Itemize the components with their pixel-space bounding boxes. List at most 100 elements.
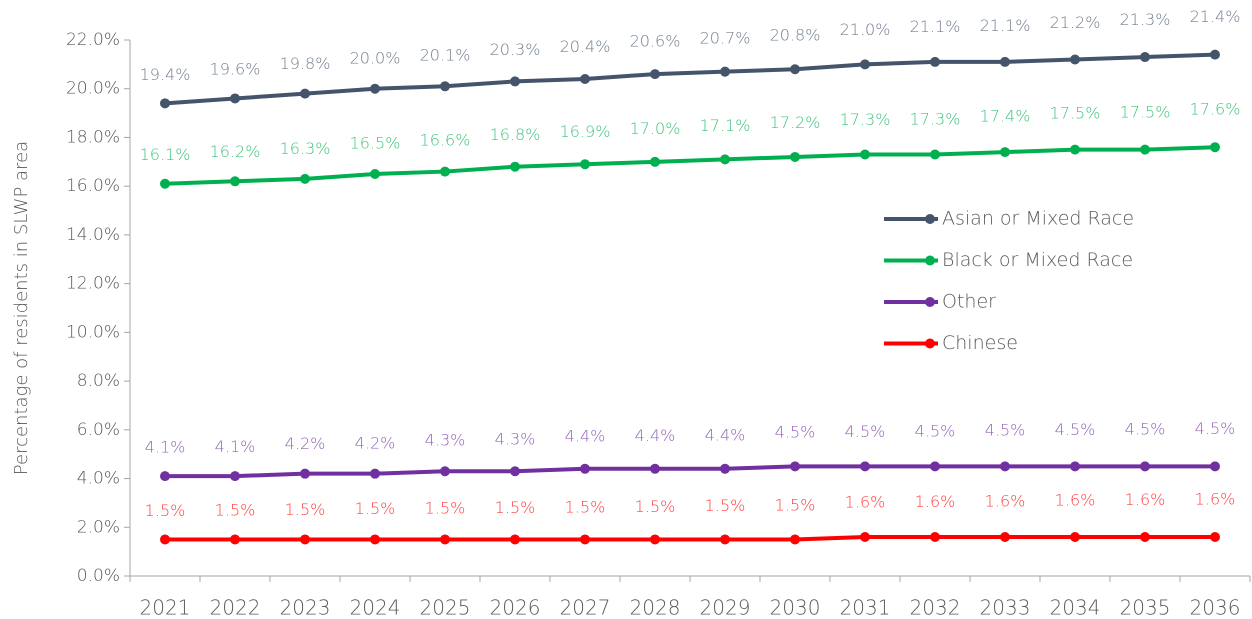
data-point	[510, 534, 520, 545]
data-label: 4.2%	[355, 433, 396, 452]
data-point	[860, 59, 870, 70]
y-tick-label: 6.0%	[77, 420, 120, 440]
data-label: 17.1%	[700, 116, 751, 135]
series-line	[165, 464, 1215, 479]
legend-label: Other	[942, 291, 996, 313]
data-label: 21.0%	[840, 20, 891, 39]
data-point	[300, 468, 310, 479]
y-tick-label: 22.0%	[66, 30, 120, 50]
x-tick-label: 2023	[280, 596, 331, 619]
legend-marker	[925, 338, 935, 349]
data-point	[510, 76, 520, 87]
data-label: 17.5%	[1120, 103, 1171, 122]
data-point	[1210, 49, 1220, 60]
data-label: 4.5%	[845, 422, 886, 441]
data-label: 1.5%	[565, 497, 606, 516]
data-label: 4.5%	[1195, 419, 1236, 438]
data-point	[860, 461, 870, 472]
data-label: 1.5%	[215, 500, 256, 519]
data-label: 20.0%	[350, 48, 401, 67]
data-label: 4.5%	[915, 421, 956, 440]
y-tick-label: 8.0%	[77, 371, 120, 391]
legend-marker	[925, 255, 935, 266]
y-axis-title: Percentage of residents in SLWP area	[11, 141, 32, 475]
data-label: 1.5%	[425, 499, 466, 518]
data-point	[1210, 532, 1220, 543]
y-tick-label: 2.0%	[77, 517, 120, 537]
data-label: 20.1%	[420, 45, 471, 64]
data-label: 17.3%	[910, 109, 961, 128]
data-point	[580, 73, 590, 84]
data-label: 20.6%	[630, 31, 681, 50]
x-tick-label: 2029	[700, 596, 751, 619]
data-point	[1210, 142, 1220, 153]
data-point	[1000, 532, 1010, 543]
data-label: 17.2%	[770, 113, 821, 132]
data-label: 17.4%	[980, 106, 1031, 125]
x-tick-label: 2022	[210, 596, 261, 619]
data-point	[860, 532, 870, 543]
data-point	[930, 149, 940, 160]
data-label: 1.6%	[1055, 491, 1096, 510]
data-point	[650, 69, 660, 80]
data-label: 21.1%	[910, 17, 961, 36]
data-label: 4.3%	[425, 430, 466, 449]
x-tick-label: 2031	[840, 596, 891, 619]
data-label: 1.5%	[705, 496, 746, 515]
data-point	[790, 461, 800, 472]
data-point	[300, 173, 310, 184]
data-label: 1.6%	[845, 493, 886, 512]
data-point	[370, 169, 380, 179]
data-label: 1.5%	[285, 500, 326, 519]
data-label: 4.4%	[635, 426, 676, 445]
y-tick-label: 18.0%	[66, 127, 120, 147]
x-tick-label: 2024	[350, 596, 401, 619]
data-label: 20.7%	[700, 28, 751, 47]
x-tick-label: 2035	[1120, 596, 1171, 619]
data-point	[440, 166, 450, 177]
data-point	[720, 463, 730, 474]
data-point	[160, 178, 170, 189]
y-tick-label: 10.0%	[66, 322, 120, 342]
data-label: 4.5%	[1055, 420, 1096, 439]
data-point	[720, 66, 730, 77]
legend-label: Chinese	[942, 332, 1018, 354]
x-tick-label: 2034	[1050, 596, 1101, 619]
data-point	[160, 471, 170, 482]
data-label: 19.8%	[280, 54, 331, 73]
data-point	[1000, 147, 1010, 158]
x-tick-label: 2036	[1190, 596, 1241, 619]
data-label: 1.6%	[1125, 490, 1166, 509]
data-label: 16.3%	[280, 139, 331, 158]
legend-marker	[925, 297, 935, 307]
data-label: 1.5%	[635, 497, 676, 516]
data-label: 1.5%	[355, 499, 396, 518]
x-tick-label: 2033	[980, 596, 1031, 619]
data-point	[790, 534, 800, 545]
data-label: 16.9%	[560, 122, 611, 141]
data-point	[230, 176, 240, 187]
data-point	[1000, 461, 1010, 472]
data-label: 17.3%	[840, 110, 891, 129]
data-label: 4.5%	[775, 422, 816, 441]
data-point	[580, 463, 590, 474]
data-point	[1000, 56, 1010, 67]
data-label: 16.8%	[490, 125, 541, 144]
x-tick-label: 2030	[770, 596, 821, 619]
data-point	[1070, 461, 1080, 472]
data-label: 4.5%	[1125, 419, 1166, 438]
data-label: 16.1%	[140, 145, 191, 164]
x-tick-label: 2026	[490, 596, 541, 619]
data-point	[370, 83, 380, 94]
data-point	[230, 93, 240, 104]
data-point	[370, 534, 380, 545]
data-point	[1140, 461, 1150, 472]
data-label: 4.2%	[285, 434, 326, 453]
data-point	[300, 88, 310, 99]
data-point	[790, 64, 800, 75]
data-point	[1070, 54, 1080, 65]
series-line	[164, 145, 1216, 186]
data-point	[230, 534, 240, 545]
data-point	[510, 161, 520, 172]
